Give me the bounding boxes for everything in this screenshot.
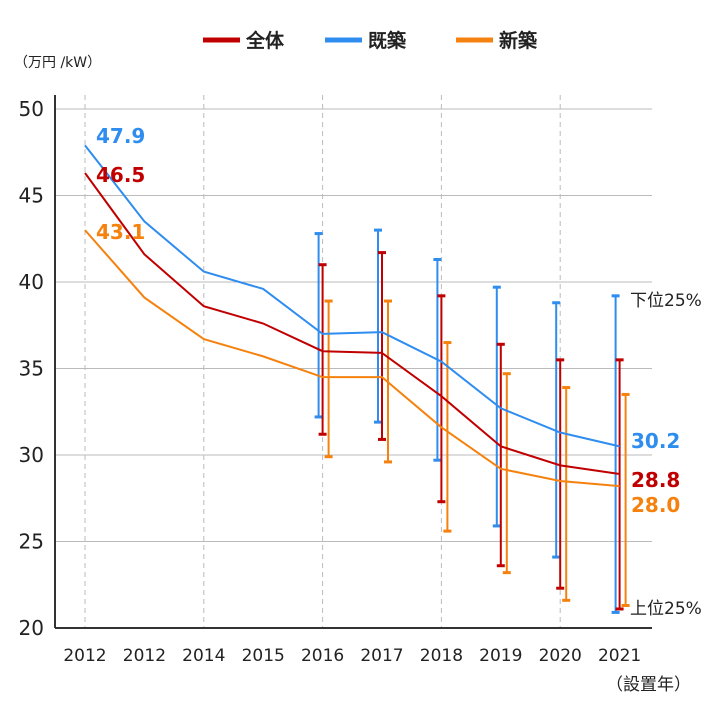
x-tick-label-2: 2014 — [182, 646, 225, 666]
error-bar-全体-5 — [378, 251, 386, 441]
end-value-label-既築: 30.2 — [631, 429, 680, 453]
legend-label-既築: 既築 — [368, 29, 407, 52]
x-tick-label-7: 2019 — [479, 646, 522, 666]
series-lines — [84, 144, 620, 488]
y-tick-label-45: 45 — [19, 184, 44, 208]
x-axis-ticks: 2012 2012 2014 2015 2016 2017 2018 2019 2020 2021 — [63, 646, 641, 666]
x-tick-label-0: 2012 — [63, 646, 106, 666]
error-bar-全体-7 — [496, 342, 505, 568]
x-tick-label-1: 2012 — [123, 646, 166, 666]
error-bar-既築-7 — [492, 285, 501, 528]
series-line-新築 — [84, 229, 620, 488]
y-tick-label-25: 25 — [19, 530, 44, 554]
error-bar-既築-9 — [611, 294, 620, 614]
error-bar-新築-4 — [324, 299, 333, 459]
x-tick-label-5: 2017 — [360, 646, 403, 666]
x-tick-label-4: 2016 — [301, 646, 344, 666]
x-tick-label-8: 2020 — [539, 646, 582, 666]
error-bar-全体-6 — [437, 294, 446, 504]
error-bar-新築-6 — [443, 341, 452, 533]
legend-label-新築: 新築 — [499, 29, 538, 52]
error-bar-新築-9 — [621, 392, 630, 608]
x-tick-label-6: 2018 — [420, 646, 463, 666]
value-labels: 46.5 28.8 47.9 30.2 43.1 28.0 — [96, 124, 680, 517]
annotation-lower-quartile: 上位25% — [630, 599, 702, 619]
error-bar-新築-8 — [562, 386, 571, 602]
error-bar-既築-5 — [374, 228, 382, 424]
error-bar-全体-9 — [615, 358, 624, 611]
end-value-label-全体: 28.8 — [631, 468, 680, 492]
grid — [55, 95, 652, 628]
y-tick-label-40: 40 — [19, 270, 44, 294]
y-tick-label-35: 35 — [19, 357, 44, 381]
error-bar-既築-4 — [314, 232, 323, 419]
x-tick-label-3: 2015 — [242, 646, 285, 666]
start-value-label-新築: 43.1 — [96, 220, 145, 244]
series-line-全体 — [84, 172, 620, 476]
y-tick-label-20: 20 — [19, 616, 44, 640]
legend-label-全体: 全体 — [245, 29, 285, 52]
error-bar-新築-7 — [502, 372, 511, 575]
end-value-label-新築: 28.0 — [631, 493, 680, 517]
x-axis-unit: （設置年） — [606, 675, 691, 695]
error-bar-全体-8 — [556, 358, 565, 590]
start-value-label-既築: 47.9 — [96, 124, 145, 148]
start-value-label-全体: 46.5 — [96, 163, 145, 187]
error-bars — [314, 228, 630, 614]
legend: 全体 既築 新築 — [203, 29, 538, 52]
y-axis-unit: （万円 /kW） — [14, 55, 101, 71]
x-tick-label-9: 2021 — [598, 646, 641, 666]
annotation-upper-quartile: 下位25% — [630, 291, 702, 311]
error-bar-全体-4 — [318, 263, 327, 436]
y-tick-label-30: 30 — [19, 443, 44, 467]
series-line-既築 — [84, 144, 620, 448]
y-axis-ticks: 20 25 30 35 40 45 50 — [19, 97, 44, 640]
y-tick-label-50: 50 — [19, 97, 44, 121]
